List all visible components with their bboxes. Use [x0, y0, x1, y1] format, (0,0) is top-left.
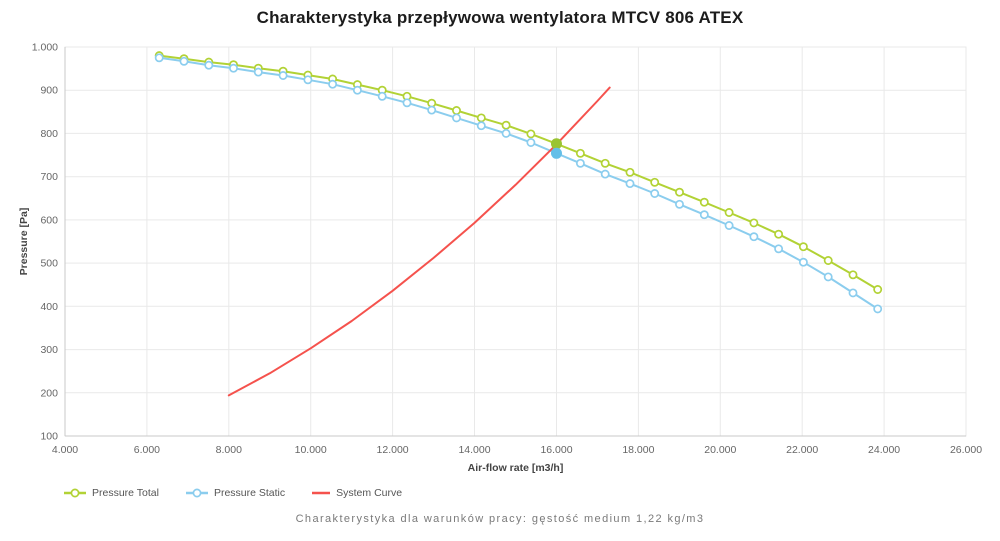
gridlines [64, 46, 967, 437]
data-point-marker [774, 244, 784, 254]
legend-item-pressure-static[interactable]: Pressure Static [185, 487, 285, 499]
plot-border [64, 46, 967, 437]
data-point-marker [823, 256, 833, 265]
pressure-total-legend-marker-icon [64, 488, 86, 498]
data-point-marker [600, 169, 610, 179]
data-point-marker [848, 288, 858, 298]
data-point-marker [600, 158, 610, 168]
x-tick-label: 22.000 [786, 444, 818, 456]
y-tick-label: 100 [40, 431, 58, 443]
data-point-marker [625, 179, 635, 189]
x-tick-label: 24.000 [868, 444, 900, 456]
data-point-marker [229, 63, 238, 73]
data-point-marker [699, 210, 709, 220]
legend-label: System Curve [336, 487, 403, 499]
axis-lines [64, 47, 966, 437]
x-axis-title: Air-flow rate [m3/h] [468, 462, 564, 474]
chart-footnote: Charakterystyka dla warunków pracy: gęst… [295, 513, 705, 525]
y-tick-label: 500 [40, 258, 58, 270]
legend-label: Pressure Total [92, 487, 159, 499]
data-point-marker [427, 105, 437, 115]
series-pressure-static [154, 53, 883, 314]
data-point-marker [328, 79, 338, 89]
data-point-marker [675, 187, 684, 197]
legend-item-system-curve[interactable]: System Curve [311, 487, 402, 499]
y-tick-label: 700 [40, 171, 58, 183]
data-point-marker [724, 221, 734, 230]
data-point-marker [452, 106, 461, 115]
x-tick-label: 20.000 [704, 444, 736, 456]
x-tick-label: 18.000 [622, 444, 654, 456]
data-point-marker [204, 60, 214, 70]
data-point-marker [154, 53, 164, 63]
y-tick-label: 600 [40, 214, 58, 226]
data-point-marker [402, 98, 412, 108]
data-point-marker [377, 91, 387, 101]
data-point-marker [179, 56, 189, 66]
x-tick-label: 14.000 [458, 444, 490, 456]
y-tick-label: 400 [40, 301, 58, 313]
y-tick-label: 200 [40, 387, 58, 399]
x-tick-label: 26.000 [950, 444, 982, 456]
x-tick-label: 12.000 [377, 444, 409, 456]
data-point-marker [501, 128, 511, 138]
x-tick-label: 10.000 [295, 444, 327, 456]
legend-item-pressure-total[interactable]: Pressure Total [63, 487, 159, 499]
x-tick-label: 16.000 [540, 444, 572, 456]
data-point-marker [501, 120, 511, 130]
data-point-marker [476, 113, 486, 123]
series-pressure-total [154, 51, 883, 294]
data-point-marker [798, 257, 808, 267]
data-point-marker [575, 158, 585, 168]
data-point-marker [526, 138, 536, 147]
system-curve-legend-marker-icon [312, 491, 331, 495]
data-point-marker [873, 304, 883, 314]
data-point-marker [724, 208, 734, 217]
data-point-marker [452, 113, 461, 123]
legend-label: Pressure Static [213, 487, 286, 499]
data-point-marker [476, 121, 486, 131]
data-point-marker [823, 272, 833, 282]
x-tick-label: 6.000 [134, 444, 160, 456]
pressure-static-legend-marker-icon [185, 488, 208, 498]
data-point-marker [873, 285, 883, 294]
x-tick-label: 8.000 [216, 444, 242, 456]
y-axis-title: Pressure [Pa] [18, 208, 30, 276]
data-point-marker [650, 177, 660, 187]
y-tick-label: 300 [40, 344, 58, 356]
y-tick-label: 900 [40, 85, 58, 97]
data-point-marker [650, 189, 660, 198]
data-point-marker [575, 148, 585, 158]
data-point-marker [848, 270, 858, 280]
data-point-marker [798, 242, 808, 252]
chart-legend: Pressure Total Pressure Static System Cu… [63, 487, 402, 499]
data-point-marker [278, 71, 288, 80]
operating-point-pressure-total [551, 138, 562, 150]
x-tick-label: 4.000 [52, 444, 78, 456]
data-point-marker [699, 197, 709, 207]
data-point-marker [749, 218, 759, 228]
data-point-marker [774, 229, 784, 239]
data-point-marker [352, 85, 362, 95]
data-point-marker [749, 232, 759, 242]
data-point-marker [675, 199, 684, 209]
y-tick-label: 1.000 [32, 42, 58, 54]
operating-point-pressure-static [551, 147, 562, 159]
y-tick-label: 800 [40, 128, 58, 140]
data-point-marker [526, 129, 536, 139]
data-point-marker [625, 167, 635, 177]
chart-title: Charakterystyka przepływowa wentylatora … [256, 8, 744, 27]
data-point-marker [303, 75, 313, 85]
chart-plot-area: 100 200 300 400 500 600 700 800 900 1.000 4.000 6.0… [18, 42, 982, 475]
data-point-marker [253, 67, 263, 77]
series-system-curve [227, 86, 611, 397]
